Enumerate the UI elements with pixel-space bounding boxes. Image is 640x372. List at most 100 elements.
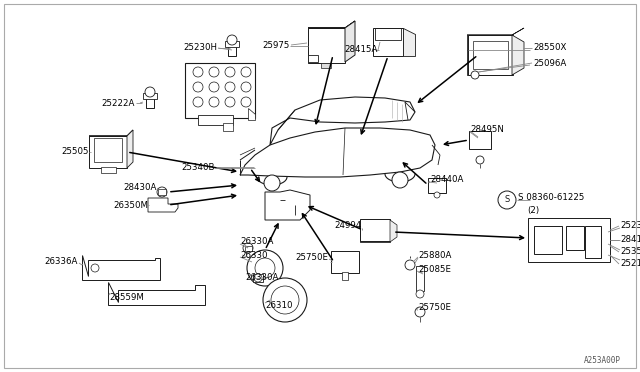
Bar — [100, 167, 115, 173]
Text: 26350M: 26350M — [113, 201, 148, 209]
Text: 24994: 24994 — [335, 221, 362, 230]
Circle shape — [225, 82, 235, 92]
Circle shape — [241, 82, 251, 92]
Text: 25085E: 25085E — [418, 266, 451, 275]
Circle shape — [225, 67, 235, 77]
Text: 25350N: 25350N — [620, 247, 640, 257]
Bar — [223, 123, 233, 131]
Circle shape — [209, 82, 219, 92]
Bar — [585, 226, 601, 258]
Bar — [360, 219, 390, 241]
Bar — [342, 272, 348, 280]
Bar — [416, 266, 424, 291]
Circle shape — [405, 260, 415, 270]
Bar — [472, 41, 508, 69]
Circle shape — [247, 250, 283, 286]
Bar — [94, 138, 122, 162]
Text: 25222A: 25222A — [102, 99, 135, 108]
Polygon shape — [240, 128, 435, 177]
Circle shape — [241, 67, 251, 77]
Polygon shape — [148, 198, 178, 212]
Circle shape — [243, 243, 253, 253]
Circle shape — [225, 97, 235, 107]
Polygon shape — [89, 130, 133, 136]
Circle shape — [91, 264, 99, 272]
Circle shape — [392, 172, 408, 188]
Polygon shape — [308, 55, 318, 62]
Bar — [467, 35, 513, 75]
Bar — [146, 96, 154, 108]
Text: 26330: 26330 — [240, 251, 268, 260]
Circle shape — [254, 274, 262, 282]
Circle shape — [476, 156, 484, 164]
Polygon shape — [467, 35, 512, 75]
Text: 25750E: 25750E — [295, 253, 328, 263]
Bar — [143, 93, 157, 99]
Circle shape — [241, 97, 251, 107]
Polygon shape — [82, 255, 160, 280]
Circle shape — [145, 87, 155, 97]
Bar — [428, 177, 446, 192]
Bar — [566, 226, 584, 250]
Polygon shape — [108, 282, 205, 305]
Circle shape — [498, 191, 516, 209]
Text: 28415: 28415 — [620, 235, 640, 244]
Circle shape — [157, 187, 167, 197]
Text: 28559M: 28559M — [109, 292, 144, 301]
Circle shape — [471, 71, 479, 79]
Text: 26330A: 26330A — [240, 237, 273, 247]
Text: 26336A: 26336A — [45, 257, 78, 266]
Text: 25975: 25975 — [262, 41, 290, 49]
Circle shape — [209, 67, 219, 77]
Bar — [185, 62, 255, 118]
Circle shape — [263, 278, 307, 322]
Polygon shape — [403, 28, 415, 56]
Text: S 08360-61225: S 08360-61225 — [518, 193, 584, 202]
Bar — [225, 41, 239, 47]
Text: 26330A: 26330A — [245, 273, 278, 282]
Text: 25233: 25233 — [620, 221, 640, 231]
Bar — [469, 131, 491, 149]
Polygon shape — [308, 21, 355, 28]
Bar — [89, 136, 127, 168]
Bar — [307, 28, 344, 62]
Circle shape — [193, 82, 203, 92]
Bar — [253, 274, 263, 282]
Text: 25750E: 25750E — [418, 304, 451, 312]
Circle shape — [415, 307, 425, 317]
Circle shape — [193, 67, 203, 77]
Text: 26310: 26310 — [265, 301, 292, 310]
Bar — [373, 28, 403, 56]
Bar — [331, 251, 359, 273]
Text: 28440A: 28440A — [430, 176, 463, 185]
Polygon shape — [127, 130, 133, 168]
Text: A253A00P: A253A00P — [584, 356, 621, 365]
Text: 28430A: 28430A — [124, 183, 157, 192]
Polygon shape — [345, 21, 355, 62]
Bar — [321, 62, 331, 67]
Circle shape — [416, 290, 424, 298]
Circle shape — [227, 35, 237, 45]
Circle shape — [209, 97, 219, 107]
Circle shape — [264, 175, 280, 191]
Text: 28495N: 28495N — [470, 125, 504, 135]
Polygon shape — [467, 28, 524, 35]
Bar — [534, 226, 562, 254]
Circle shape — [434, 192, 440, 198]
Text: 25340B: 25340B — [182, 163, 215, 171]
Polygon shape — [270, 97, 415, 145]
Polygon shape — [248, 108, 255, 120]
Bar — [375, 28, 401, 40]
Polygon shape — [390, 220, 397, 242]
Text: S: S — [504, 196, 509, 205]
Circle shape — [255, 258, 275, 278]
Polygon shape — [512, 35, 524, 75]
Bar — [198, 115, 232, 125]
Circle shape — [193, 97, 203, 107]
Text: 25096A: 25096A — [533, 58, 566, 67]
Text: 25210H: 25210H — [620, 260, 640, 269]
Circle shape — [271, 286, 299, 314]
Polygon shape — [265, 190, 310, 220]
Text: 25880A: 25880A — [418, 250, 451, 260]
Bar — [228, 44, 236, 56]
